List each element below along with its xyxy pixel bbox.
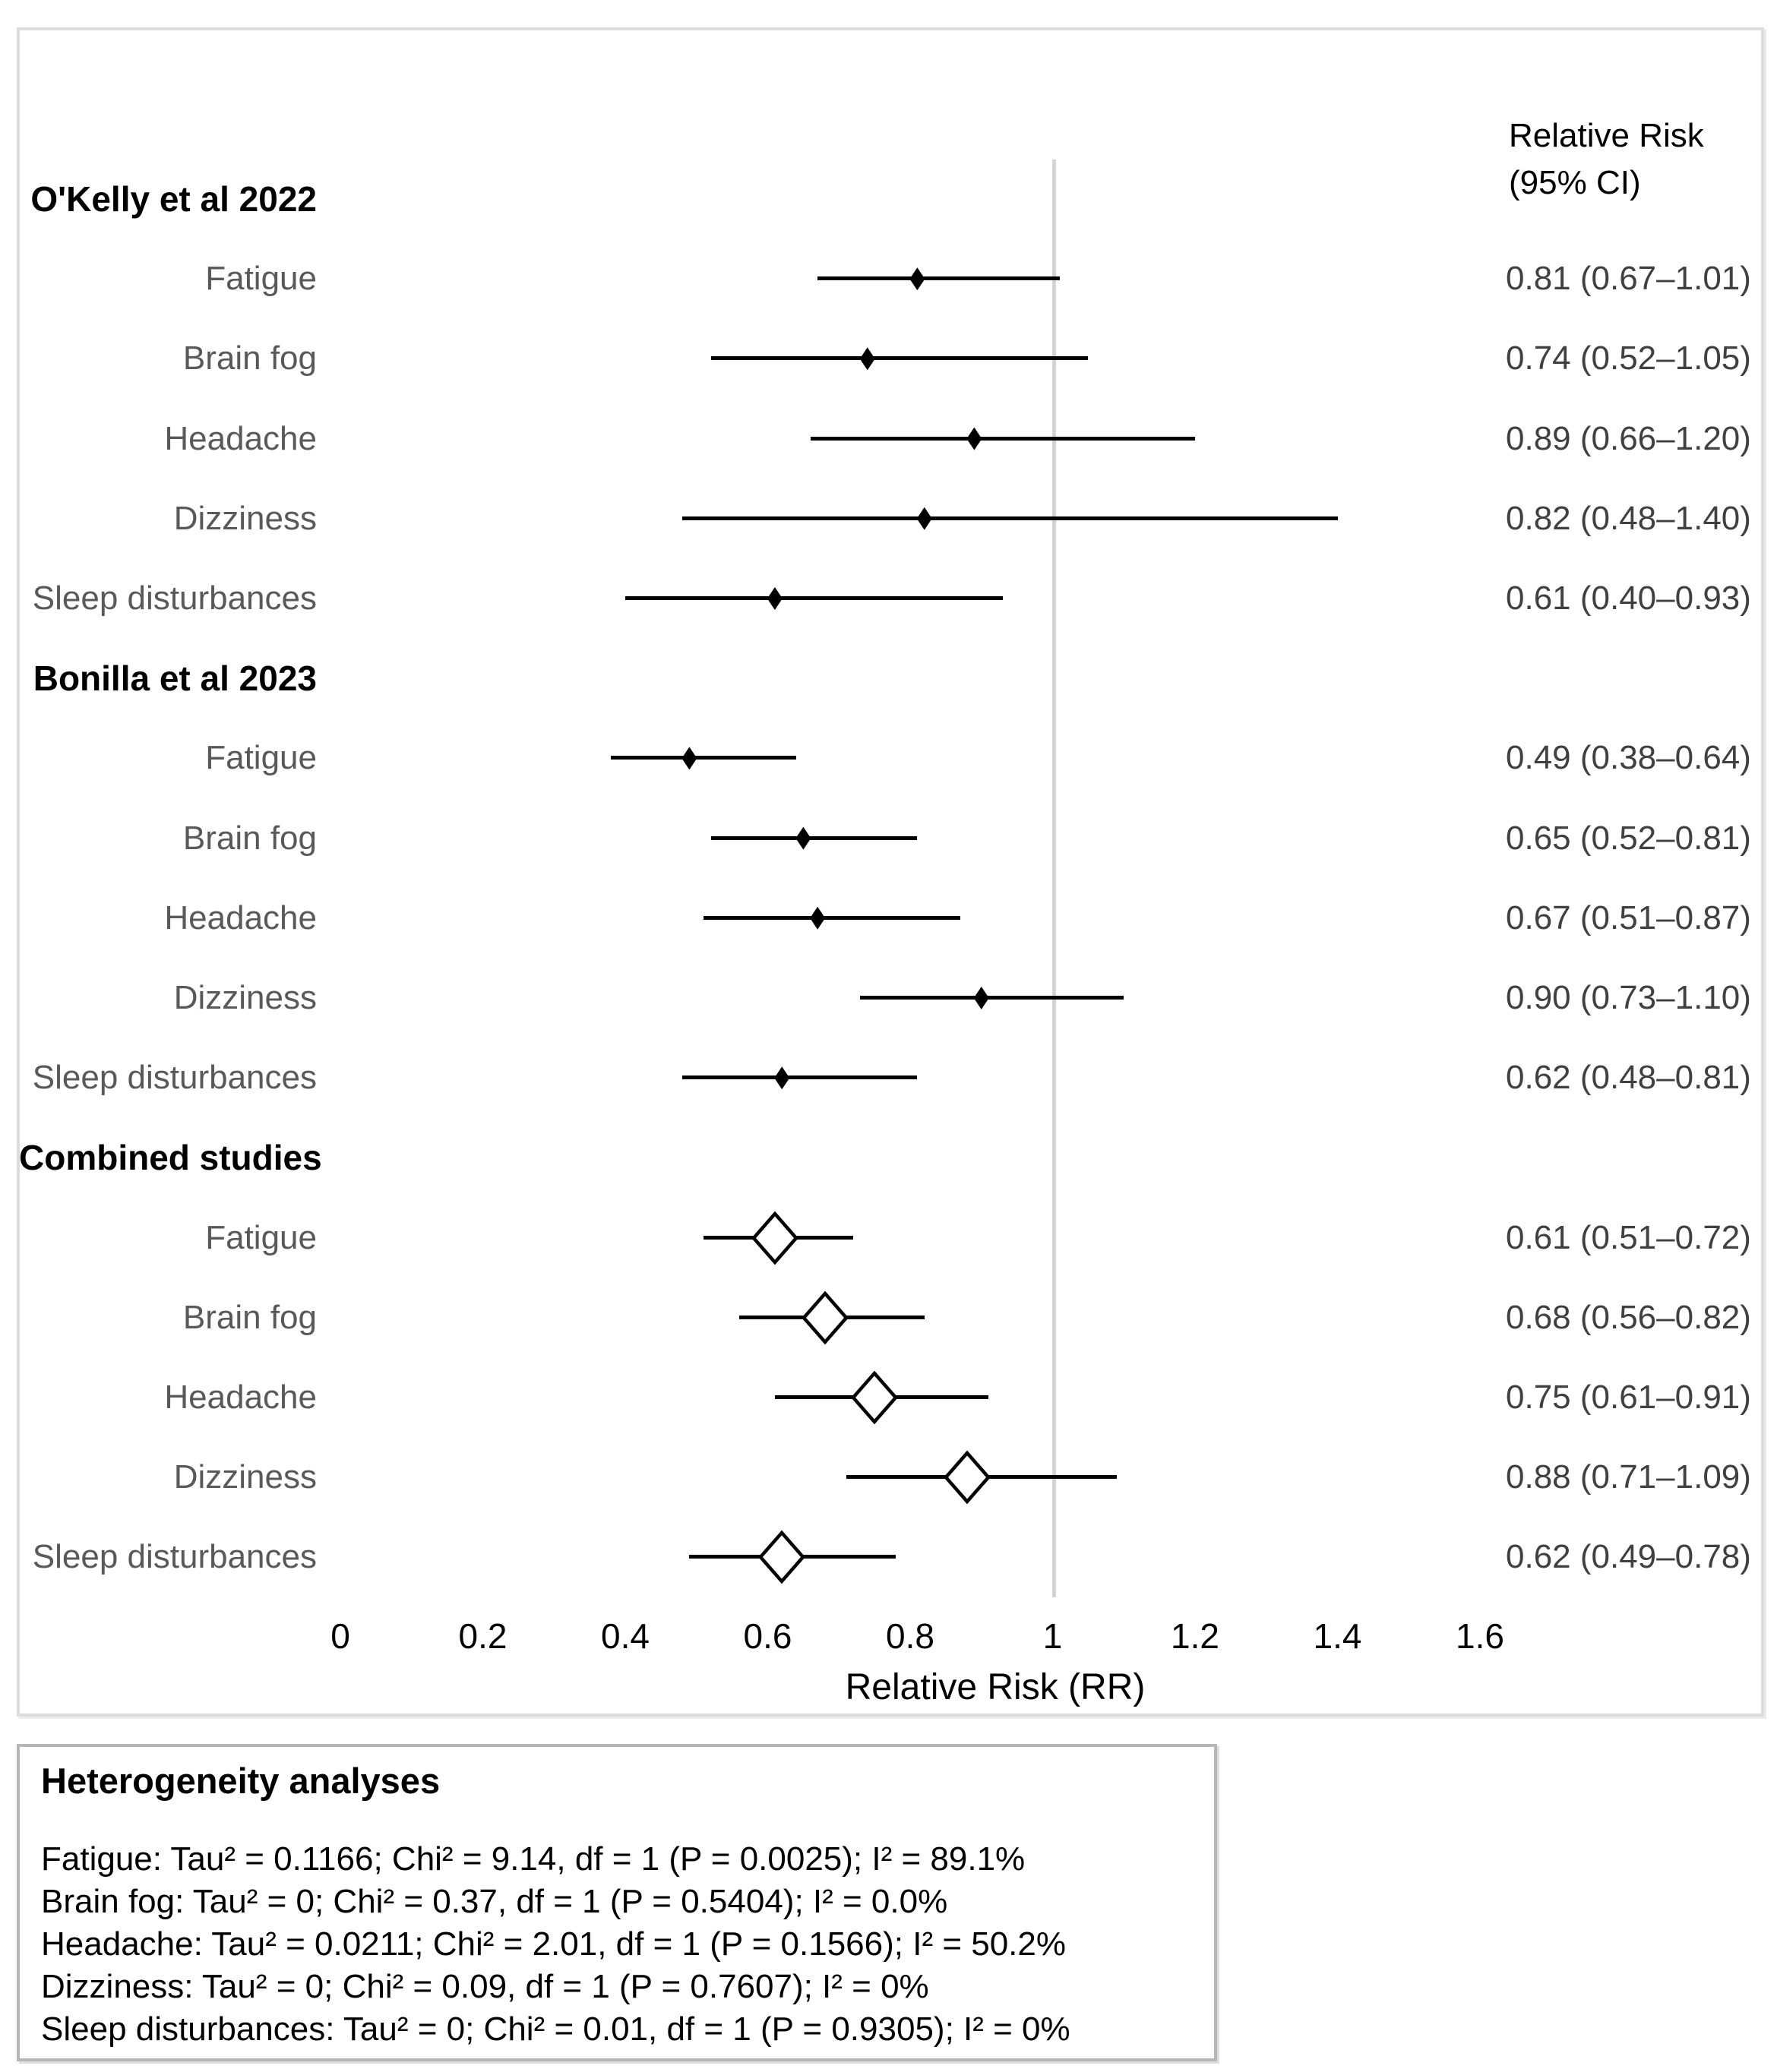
error-bar (682, 1075, 918, 1080)
heterogeneity-panel: Heterogeneity analyses Fatigue: Tau² = 0… (17, 1744, 1217, 2061)
ci-value: 0.61 (0.51–0.72) (1506, 1218, 1751, 1256)
ci-value: 0.68 (0.56–0.82) (1506, 1298, 1751, 1336)
ci-value: 0.65 (0.52–0.81) (1506, 819, 1751, 857)
point-diamond (916, 507, 932, 530)
row-label: Dizziness (173, 979, 317, 1016)
ci-value: 0.82 (0.48–1.40) (1506, 499, 1751, 537)
error-bar (625, 596, 1003, 600)
ci-column-header-line1: Relative Risk (1509, 117, 1704, 154)
row-label: Headache (164, 419, 317, 457)
row-label: Brain fog (182, 1298, 317, 1336)
group-title: Combined studies (19, 1138, 322, 1178)
x-tick-label: 0 (330, 1616, 350, 1656)
reference-line-rr1 (1052, 160, 1056, 1597)
ci-column-header: Relative Risk (95% CI) (1509, 112, 1704, 207)
heterogeneity-lines: Fatigue: Tau² = 0.1166; Chi² = 9.14, df … (41, 1838, 1193, 2051)
x-tick-label: 1.6 (1456, 1616, 1504, 1656)
row-label: Brain fog (182, 340, 317, 377)
ci-value: 0.88 (0.71–1.09) (1506, 1458, 1751, 1496)
summary-diamond (757, 1530, 806, 1584)
summary-diamond (801, 1290, 849, 1345)
ci-value: 0.75 (0.61–0.91) (1506, 1379, 1751, 1416)
row-label: Headache (164, 1379, 317, 1416)
het-line: Headache: Tau² = 0.0211; Chi² = 2.01, df… (41, 1925, 1067, 1963)
group-title: O'Kelly et al 2022 (30, 179, 317, 219)
heterogeneity-title: Heterogeneity analyses (41, 1761, 441, 1801)
x-tick-label: 1.2 (1171, 1616, 1219, 1656)
x-axis-title: Relative Risk (RR) (845, 1667, 1146, 1707)
point-diamond (681, 747, 697, 770)
x-tick-label: 1 (1042, 1616, 1063, 1656)
summary-diamond (850, 1370, 899, 1425)
row-label: Sleep disturbances (32, 580, 317, 617)
point-diamond (767, 587, 783, 610)
ci-value: 0.89 (0.66–1.20) (1506, 419, 1751, 457)
error-bar (817, 276, 1060, 281)
het-line: Sleep disturbances: Tau² = 0; Chi² = 0.0… (41, 2010, 1070, 2048)
row-label: Fatigue (205, 739, 317, 777)
point-diamond (774, 1066, 790, 1090)
ci-value: 0.62 (0.49–0.78) (1506, 1538, 1751, 1576)
x-tick-label: 0.8 (886, 1616, 934, 1656)
row-label: Dizziness (173, 1458, 317, 1496)
row-label: Fatigue (205, 260, 317, 298)
ci-value: 0.62 (0.48–0.81) (1506, 1059, 1751, 1097)
x-tick-label: 1.4 (1313, 1616, 1362, 1656)
row-label: Fatigue (205, 1218, 317, 1256)
het-line: Fatigue: Tau² = 0.1166; Chi² = 9.14, df … (41, 1840, 1026, 1878)
error-bar (704, 915, 960, 920)
group-title: Bonilla et al 2023 (33, 659, 317, 699)
row-label: Headache (164, 899, 317, 937)
error-bar (810, 436, 1195, 441)
point-diamond (810, 906, 826, 930)
summary-diamond (751, 1211, 799, 1265)
error-bar (860, 996, 1124, 1000)
error-bar (611, 756, 796, 760)
row-label: Sleep disturbances (32, 1059, 317, 1097)
ci-value: 0.74 (0.52–1.05) (1506, 340, 1751, 377)
forest-plot-panel (17, 27, 1764, 1717)
ci-column-header-line2: (95% CI) (1509, 164, 1641, 201)
row-label: Dizziness (173, 499, 317, 537)
error-bar (710, 835, 918, 840)
point-diamond (795, 826, 811, 850)
x-tick-label: 0.4 (601, 1616, 650, 1656)
x-tick-label: 0.6 (743, 1616, 792, 1656)
error-bar (682, 516, 1338, 520)
point-diamond (859, 347, 875, 371)
row-label: Sleep disturbances (32, 1538, 317, 1576)
ci-value: 0.49 (0.38–0.64) (1506, 739, 1751, 777)
point-diamond (973, 987, 989, 1009)
error-bar (710, 356, 1089, 361)
row-label: Brain fog (182, 819, 317, 857)
point-diamond (966, 427, 982, 450)
ci-value: 0.61 (0.40–0.93) (1506, 580, 1751, 617)
het-line: Dizziness: Tau² = 0; Chi² = 0.09, df = 1… (41, 1968, 929, 2005)
summary-diamond (943, 1450, 991, 1505)
ci-value: 0.67 (0.51–0.87) (1506, 899, 1751, 937)
ci-value: 0.90 (0.73–1.10) (1506, 979, 1751, 1016)
point-diamond (909, 267, 925, 291)
het-line: Brain fog: Tau² = 0; Chi² = 0.37, df = 1… (41, 1883, 948, 1920)
x-tick-label: 0.2 (458, 1616, 507, 1656)
ci-value: 0.81 (0.67–1.01) (1506, 260, 1751, 298)
